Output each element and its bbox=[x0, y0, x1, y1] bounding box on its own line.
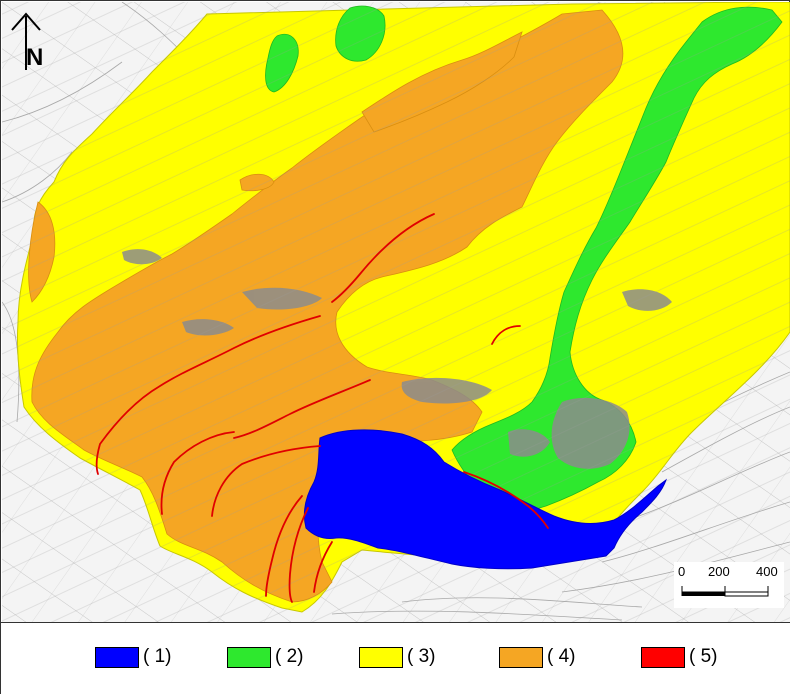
scale-bar: 0 200 400 bbox=[674, 562, 784, 608]
legend-label-5: ( 5) bbox=[689, 646, 718, 667]
legend-item-4: ( 4) bbox=[499, 646, 576, 668]
scale-label-200: 200 bbox=[708, 564, 730, 579]
legend: ( 1) ( 2) ( 3) ( 4) ( 5) bbox=[1, 623, 790, 695]
legend-label-3: ( 3) bbox=[407, 646, 436, 667]
legend-item-2: ( 2) bbox=[227, 646, 304, 668]
scale-bar-graphic bbox=[681, 586, 769, 597]
legend-label-4: ( 4) bbox=[547, 646, 576, 667]
legend-item-5: ( 5) bbox=[641, 646, 718, 668]
zone-5-lines bbox=[95, 213, 549, 603]
legend-swatch-1 bbox=[95, 646, 139, 668]
north-arrow-icon bbox=[11, 12, 41, 70]
legend-divider bbox=[1, 622, 790, 623]
legend-label-1: ( 1) bbox=[143, 646, 172, 667]
legend-swatch-3 bbox=[359, 646, 403, 668]
legend-item-3: ( 3) bbox=[359, 646, 436, 668]
legend-swatch-2 bbox=[227, 646, 271, 668]
legend-label-2: ( 2) bbox=[275, 646, 304, 667]
legend-item-1: ( 1) bbox=[95, 646, 172, 668]
zonation-map bbox=[2, 2, 790, 622]
map-area: N 0 200 400 bbox=[2, 2, 790, 622]
scale-label-400: 400 bbox=[756, 564, 778, 579]
legend-swatch-4 bbox=[499, 646, 543, 668]
scale-label-0: 0 bbox=[678, 564, 686, 579]
legend-swatch-5 bbox=[641, 646, 685, 668]
zone-1-area bbox=[303, 429, 667, 570]
north-label: N bbox=[26, 44, 44, 71]
